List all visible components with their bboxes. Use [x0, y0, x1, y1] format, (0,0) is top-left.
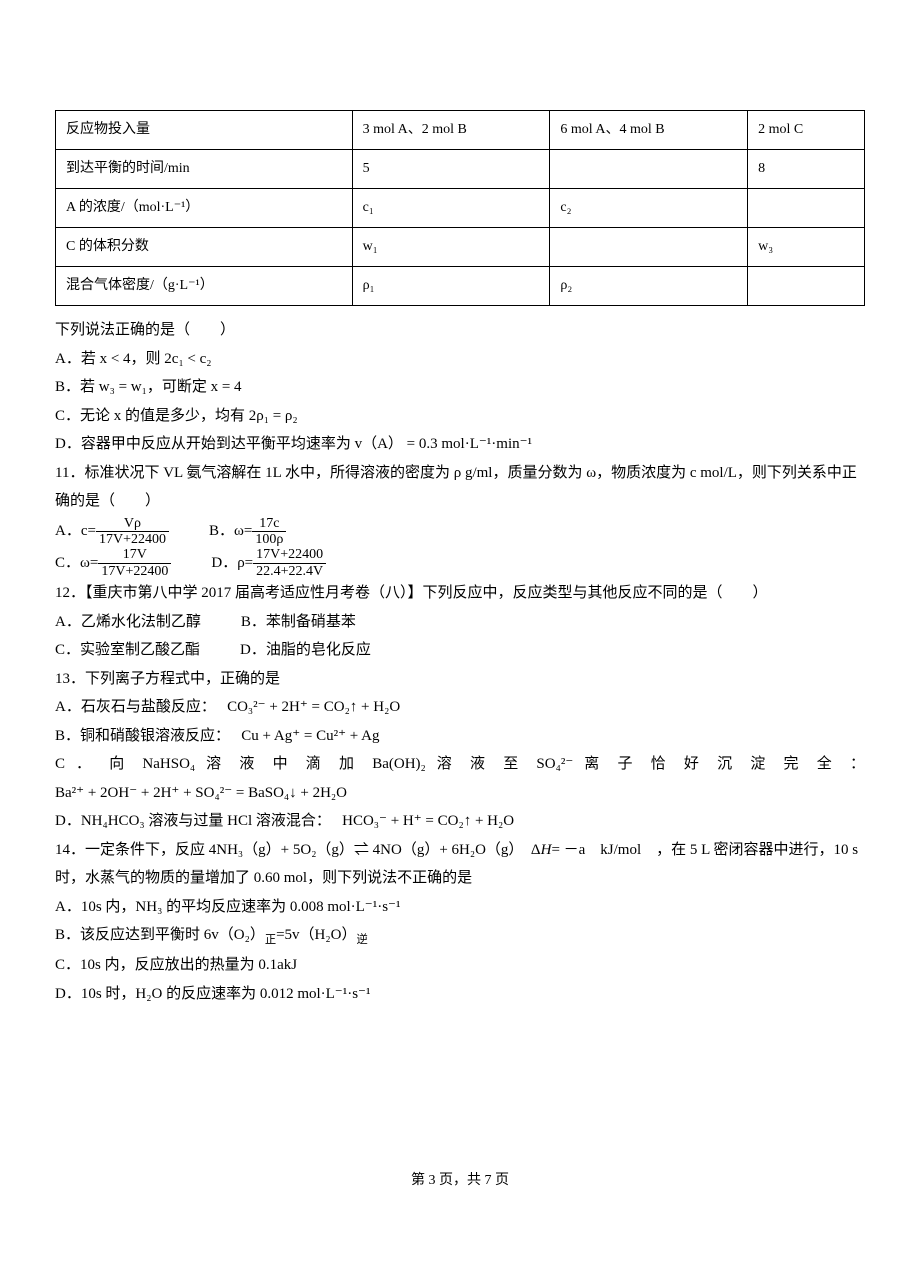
page-footer: 第 3 页，共 7 页	[55, 1168, 865, 1195]
cell: A 的浓度/（mol·L⁻¹）	[56, 189, 353, 228]
denominator: 22.4+22.4V	[253, 564, 326, 579]
numerator: 17V	[98, 547, 171, 563]
q11-option-c: C．ω= 17V 17V+22400	[55, 547, 171, 579]
denominator: 17V+22400	[96, 532, 169, 547]
q10-stem: 下列说法正确的是（ ）	[55, 316, 865, 345]
q10-option-b: B．若 w₃ = w₁，可断定 x = 4	[55, 373, 865, 402]
fraction: 17V+22400 22.4+22.4V	[253, 547, 326, 579]
cell: ρ₂	[550, 267, 748, 306]
cell: 混合气体密度/（g·L⁻¹）	[56, 267, 353, 306]
opt-label: B．ω=	[209, 517, 252, 546]
numerator: 17c	[252, 516, 286, 532]
q12-option-d: D．油脂的皂化反应	[240, 636, 371, 665]
q13-option-c-eq: Ba²⁺ + 2OH⁻ + 2H⁺ + SO₄²⁻ = BaSO₄↓ + 2H₂…	[55, 779, 865, 808]
q10-option-a: A．若 x < 4，则 2c₁ < c₂	[55, 345, 865, 374]
cell: 8	[748, 150, 865, 189]
cell	[748, 267, 865, 306]
cell: 3 mol A、2 mol B	[352, 111, 550, 150]
q12-options-row1: A．乙烯水化法制乙醇 B．苯制备硝基苯	[55, 608, 865, 637]
cell: w₁	[352, 228, 550, 267]
fraction: 17c 100ρ	[252, 516, 286, 548]
cell: 5	[352, 150, 550, 189]
cell: ρ₁	[352, 267, 550, 306]
q13-option-b: B．铜和硝酸银溶液反应： Cu + Ag⁺ = Cu²⁺ + Ag	[55, 722, 865, 751]
q14-option-c: C．10s 内，反应放出的热量为 0.1akJ	[55, 951, 865, 980]
b-sub2: 逆	[356, 934, 367, 946]
cell: 2 mol C	[748, 111, 865, 150]
q10-option-d: D．容器甲中反应从开始到达平衡平均速率为 v（A） = 0.3 mol·L⁻¹·…	[55, 430, 865, 459]
q11-option-b: B．ω= 17c 100ρ	[209, 516, 286, 548]
equation: Cu + Ag⁺ = Cu²⁺ + Ag	[241, 728, 379, 744]
stem-part1: 14．一定条件下，反应 4NH₃（g）+ 5O₂（g）⇌ 4NO（g）+ 6H₂…	[55, 842, 541, 858]
q13-option-d: D．NH₄HCO₃ 溶液与过量 HCl 溶液混合： HCO₃⁻ + H⁺ = C…	[55, 807, 865, 836]
opt-pre: B．铜和硝酸银溶液反应：	[55, 728, 238, 744]
q11-option-d: D．ρ= 17V+22400 22.4+22.4V	[211, 547, 326, 579]
q11-stem: 11．标准状况下 VL 氨气溶解在 1L 水中，所得溶液的密度为 ρ g/ml，…	[55, 459, 865, 516]
table-row: C 的体积分数 w₁ w₃	[56, 228, 865, 267]
denominator: 100ρ	[252, 532, 286, 547]
table-row: 反应物投入量 3 mol A、2 mol B 6 mol A、4 mol B 2…	[56, 111, 865, 150]
q13-option-a: A．石灰石与盐酸反应： CO₃²⁻ + 2H⁺ = CO₂↑ + H₂O	[55, 693, 865, 722]
opt-label: A．c=	[55, 517, 96, 546]
opt-label: C．ω=	[55, 549, 98, 578]
data-table: 反应物投入量 3 mol A、2 mol B 6 mol A、4 mol B 2…	[55, 110, 865, 306]
equation: HCO₃⁻ + H⁺ = CO₂↑ + H₂O	[342, 813, 514, 829]
q12-options-row2: C．实验室制乙酸乙酯 D．油脂的皂化反应	[55, 636, 865, 665]
opt-pre: A．石灰石与盐酸反应：	[55, 699, 223, 715]
table-row: 到达平衡的时间/min 5 8	[56, 150, 865, 189]
q14-option-d: D．10s 时，H₂O 的反应速率为 0.012 mol·L⁻¹·s⁻¹	[55, 980, 865, 1009]
cell: c₂	[550, 189, 748, 228]
b-sub1: 正	[265, 934, 276, 946]
table-row: A 的浓度/（mol·L⁻¹） c₁ c₂	[56, 189, 865, 228]
delta-h: H	[541, 842, 552, 858]
q11-options-row2: C．ω= 17V 17V+22400 D．ρ= 17V+22400 22.4+2…	[55, 547, 865, 579]
b-mid: =5v（H₂O）	[276, 927, 356, 943]
q14-option-b: B．该反应达到平衡时 6v（O₂）正=5v（H₂O）逆	[55, 921, 865, 951]
cell: 反应物投入量	[56, 111, 353, 150]
b-pre: B．该反应达到平衡时 6v（O₂）	[55, 927, 265, 943]
q14-option-a: A．10s 内，NH₃ 的平均反应速率为 0.008 mol·L⁻¹·s⁻¹	[55, 893, 865, 922]
opt-pre: D．NH₄HCO₃ 溶液与过量 HCl 溶液混合：	[55, 813, 338, 829]
numerator: 17V+22400	[253, 547, 326, 563]
cell	[748, 189, 865, 228]
denominator: 17V+22400	[98, 564, 171, 579]
cell: C 的体积分数	[56, 228, 353, 267]
opt-label: D．ρ=	[211, 549, 253, 578]
fraction: Vρ 17V+22400	[96, 516, 169, 548]
cell: w₃	[748, 228, 865, 267]
cell: 到达平衡的时间/min	[56, 150, 353, 189]
numerator: Vρ	[96, 516, 169, 532]
cell	[550, 228, 748, 267]
q13-stem: 13．下列离子方程式中，正确的是	[55, 665, 865, 694]
cell	[550, 150, 748, 189]
q14-stem: 14．一定条件下，反应 4NH₃（g）+ 5O₂（g）⇌ 4NO（g）+ 6H₂…	[55, 836, 865, 893]
cell: c₁	[352, 189, 550, 228]
q12-option-c: C．实验室制乙酸乙酯	[55, 636, 200, 665]
equation: CO₃²⁻ + 2H⁺ = CO₂↑ + H₂O	[227, 699, 400, 715]
cell: 6 mol A、4 mol B	[550, 111, 748, 150]
q10-option-c: C．无论 x 的值是多少，均有 2ρ₁ = ρ₂	[55, 402, 865, 431]
fraction: 17V 17V+22400	[98, 547, 171, 579]
q13-option-c-pre: C ． 向 NaHSO₄ 溶 液 中 滴 加 Ba(OH)₂ 溶 液 至 SO₄…	[55, 750, 865, 779]
table-row: 混合气体密度/（g·L⁻¹） ρ₁ ρ₂	[56, 267, 865, 306]
q12-option-b: B．苯制备硝基苯	[241, 608, 356, 637]
q12-stem: 12．【重庆市第八中学 2017 届高考适应性月考卷（八）】下列反应中，反应类型…	[55, 579, 865, 608]
q11-option-a: A．c= Vρ 17V+22400	[55, 516, 169, 548]
q11-options-row1: A．c= Vρ 17V+22400 B．ω= 17c 100ρ	[55, 516, 865, 548]
q12-option-a: A．乙烯水化法制乙醇	[55, 608, 201, 637]
